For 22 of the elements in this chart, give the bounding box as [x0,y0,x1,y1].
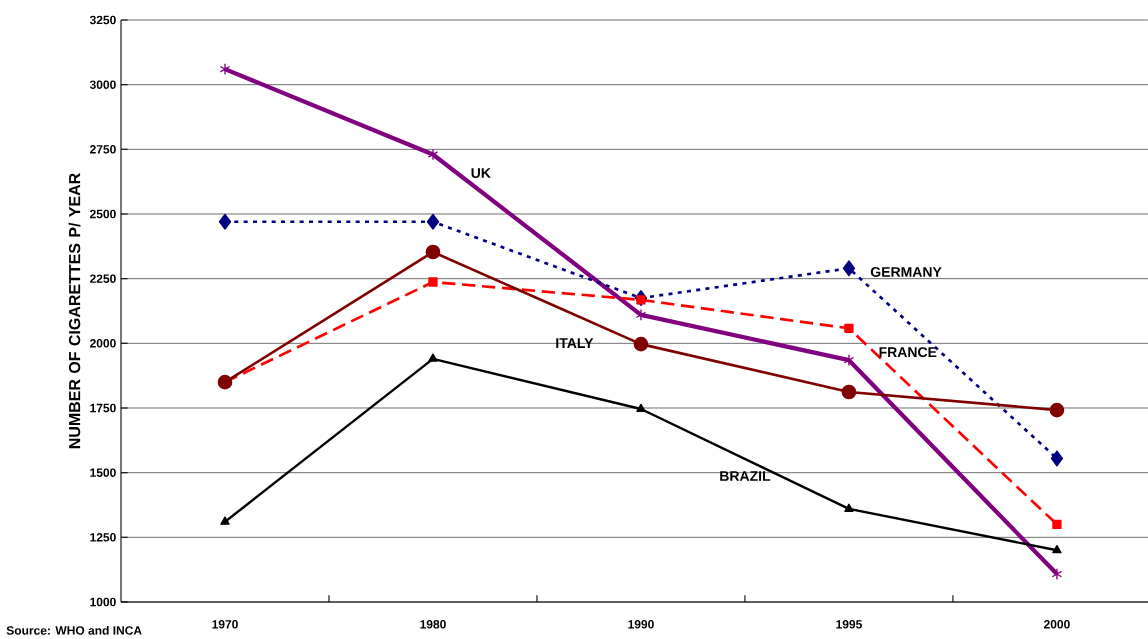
y-tick-label: 1500 [90,468,116,477]
y-tick-label: 2250 [90,274,116,283]
y-tick-label: 3000 [89,80,116,89]
series-label: BRAZIL [720,471,771,481]
series-label: ITALY [556,338,594,348]
y-tick-label: 2500 [90,209,116,219]
source-note: Source: WHO and INCA [6,625,142,635]
y-tick-label: 2000 [90,339,116,348]
y-axis-title: NUMBER OF CIGARETTES P/ YEAR [68,173,81,449]
y-tick-label: 2750 [90,145,116,154]
x-tick-label: 1995 [836,620,862,629]
y-tick-label: 1000 [90,597,116,607]
series-label: GERMANY [870,266,942,277]
y-tick-label: 1750 [90,403,116,413]
x-tick-label: 1970 [212,620,238,629]
series-label: FRANCE [879,347,937,358]
x-tick-label: 2000 [1043,620,1070,629]
series-label: UK [471,168,491,179]
y-tick-label: 3250 [89,15,116,25]
y-tick-label: 1250 [90,533,116,542]
x-tick-label: 1980 [420,620,446,629]
x-tick-label: 1990 [628,620,654,629]
